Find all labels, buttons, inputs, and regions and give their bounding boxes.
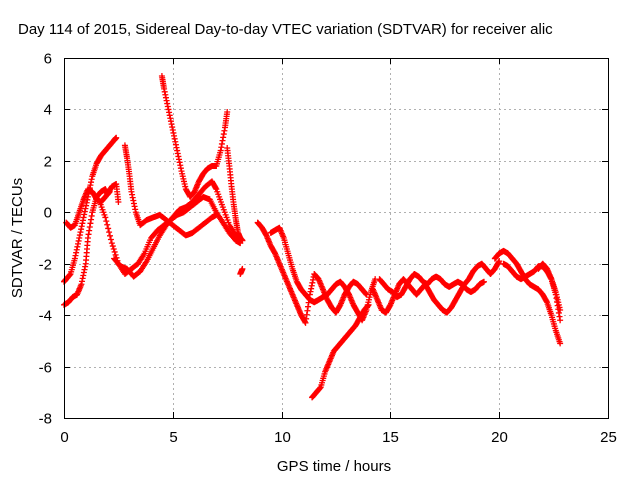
data-point <box>107 232 114 239</box>
y-tick-label: 2 <box>44 154 52 171</box>
y-tick-label: 6 <box>44 51 52 68</box>
series-arc-11 <box>267 224 379 324</box>
data-point <box>224 109 231 115</box>
series-arc-7 <box>158 73 231 200</box>
x-tick-label: 15 <box>382 429 399 446</box>
y-tick-label: -4 <box>39 308 52 325</box>
y-tick-label: -8 <box>39 411 52 428</box>
data-point <box>557 317 564 324</box>
points-layer <box>61 73 564 401</box>
x-tick-label: 0 <box>60 429 68 446</box>
data-point <box>213 211 220 218</box>
series-arc-10 <box>254 219 370 326</box>
y-tick-label: -6 <box>39 360 52 377</box>
data-point <box>108 240 115 247</box>
data-point <box>480 278 487 285</box>
y-ticks: -8 -6 -4 -2 0 2 4 6 <box>39 51 608 428</box>
data-point <box>106 229 113 236</box>
series-arc-14 <box>376 271 487 301</box>
data-point <box>105 225 112 232</box>
data-point <box>113 134 120 141</box>
series-arc-8 <box>224 145 246 244</box>
data-point <box>102 214 109 221</box>
data-point <box>110 246 117 253</box>
grid <box>64 58 608 418</box>
plot-frame <box>64 58 609 419</box>
y-tick-label: 4 <box>44 102 52 119</box>
x-tick-label: 25 <box>600 429 617 446</box>
series-arc-9 <box>237 265 246 277</box>
data-point <box>557 340 564 347</box>
series-arc-15 <box>491 247 564 347</box>
data-point <box>109 243 116 250</box>
data-point <box>496 258 503 265</box>
series-arc-13 <box>369 258 503 316</box>
series-arc-12 <box>309 301 372 401</box>
data-point <box>106 188 113 195</box>
data-point <box>365 301 372 308</box>
data-point <box>107 236 114 243</box>
y-tick-label: -2 <box>39 257 52 274</box>
x-tick-label: 5 <box>169 429 177 446</box>
series-arc-17 <box>535 260 564 324</box>
y-tick-label: 0 <box>44 205 52 222</box>
y-axis-label: SDTVAR / TECUs <box>9 178 26 298</box>
chart-title: Day 114 of 2015, Sidereal Day-to-day VTE… <box>18 21 553 38</box>
x-axis-label: GPS time / hours <box>277 458 391 475</box>
x-tick-label: 10 <box>274 429 291 446</box>
series-arc-2 <box>61 181 122 308</box>
data-point <box>115 199 122 205</box>
data-point <box>111 248 118 255</box>
data-point <box>239 265 246 272</box>
data-point <box>104 221 111 228</box>
data-point <box>103 218 110 225</box>
x-tick-label: 20 <box>491 429 508 446</box>
data-point <box>239 237 246 244</box>
series-arc-6 <box>121 142 220 239</box>
